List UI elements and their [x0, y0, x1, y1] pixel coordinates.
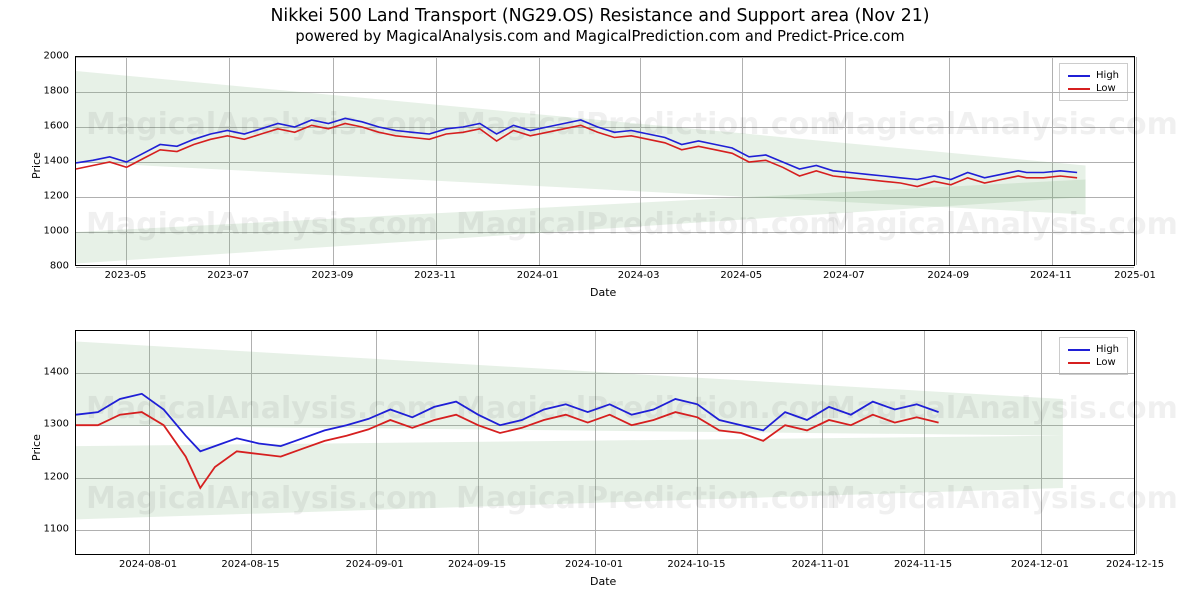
y-tick-label: 1300	[44, 419, 69, 430]
x-tick-label: 2024-07	[823, 270, 865, 281]
chart-subtitle: powered by MagicalAnalysis.com and Magic…	[0, 28, 1200, 45]
y-tick-label: 1400	[44, 366, 69, 377]
x-tick-label: 2023-11	[414, 270, 456, 281]
x-tick-label: 2024-09-01	[346, 559, 404, 570]
y-tick-label: 2000	[44, 51, 69, 62]
price-series	[76, 331, 1136, 556]
x-tick-label: 2023-07	[207, 270, 249, 281]
x-tick-label: 2024-01	[517, 270, 559, 281]
x-tick-label: 2024-10-01	[565, 559, 623, 570]
x-tick-label: 2024-05	[720, 270, 762, 281]
x-tick-label: 2024-11-01	[792, 559, 850, 570]
bottom-chart-panel: HighLow MagicalAnalysis.comMagicalPredic…	[75, 330, 1135, 555]
x-tick-label: 2024-08-15	[221, 559, 279, 570]
x-axis-title-bottom: Date	[590, 575, 616, 588]
y-tick-label: 1100	[44, 523, 69, 534]
grid-line	[1136, 57, 1137, 265]
x-tick-label: 2024-08-01	[119, 559, 177, 570]
grid-line	[1136, 331, 1137, 554]
x-tick-label: 2024-12-15	[1106, 559, 1164, 570]
x-tick-label: 2024-12-01	[1011, 559, 1069, 570]
x-tick-label: 2023-05	[105, 270, 147, 281]
x-tick-label: 2024-11-15	[894, 559, 952, 570]
grid-line	[76, 267, 1134, 268]
x-tick-label: 2025-01	[1114, 270, 1156, 281]
y-tick-label: 1400	[44, 156, 69, 167]
figure: Nikkei 500 Land Transport (NG29.OS) Resi…	[0, 0, 1200, 600]
x-tick-label: 2024-09-15	[448, 559, 506, 570]
x-axis-title-top: Date	[590, 286, 616, 299]
y-axis-title-bottom: Price	[30, 434, 43, 461]
x-tick-label: 2024-03	[618, 270, 660, 281]
high-series-line	[76, 118, 1077, 179]
chart-title: Nikkei 500 Land Transport (NG29.OS) Resi…	[0, 6, 1200, 26]
high-series-line	[76, 394, 939, 452]
y-tick-label: 1600	[44, 121, 69, 132]
x-tick-label: 2024-10-15	[667, 559, 725, 570]
y-tick-label: 1000	[44, 226, 69, 237]
price-series	[76, 57, 1136, 267]
y-axis-title-top: Price	[30, 152, 43, 179]
y-tick-label: 800	[50, 261, 69, 272]
y-tick-label: 1200	[44, 471, 69, 482]
x-tick-label: 2024-09	[927, 270, 969, 281]
y-tick-label: 1200	[44, 191, 69, 202]
x-tick-label: 2023-09	[312, 270, 354, 281]
x-tick-label: 2024-11	[1030, 270, 1072, 281]
y-tick-label: 1800	[44, 86, 69, 97]
top-chart-panel: HighLow MagicalAnalysis.comMagicalPredic…	[75, 56, 1135, 266]
